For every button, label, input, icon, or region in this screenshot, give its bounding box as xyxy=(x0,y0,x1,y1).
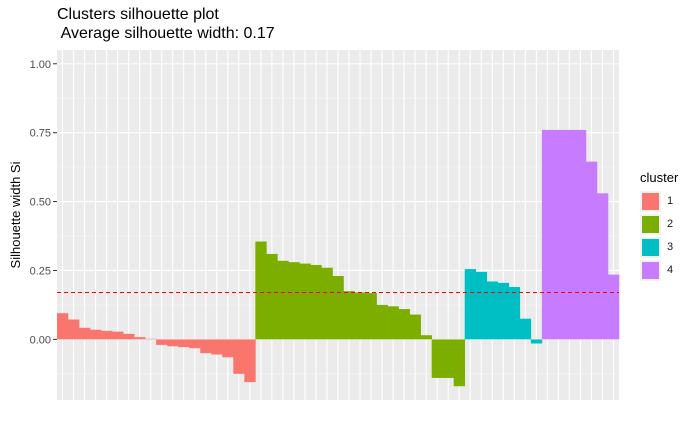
bar-cluster-4 xyxy=(541,129,554,340)
y-tick-label: 0.25 xyxy=(30,265,51,277)
bar-cluster-3 xyxy=(508,287,521,340)
y-tick-label: 0.00 xyxy=(30,334,51,346)
bar-cluster-4 xyxy=(574,129,587,340)
legend-label-4: 4 xyxy=(667,264,674,276)
legend-label-2: 2 xyxy=(667,218,674,230)
bar-cluster-2 xyxy=(398,309,410,340)
bar-cluster-3 xyxy=(486,281,499,340)
bar-cluster-1 xyxy=(211,339,223,355)
bar-cluster-2 xyxy=(321,267,333,340)
bar-cluster-1 xyxy=(112,331,124,340)
y-tick-label: 1.00 xyxy=(30,59,51,71)
y-tick-label: 0.50 xyxy=(30,197,51,209)
bar-cluster-1 xyxy=(68,319,80,340)
bar-cluster-3 xyxy=(475,271,488,340)
bar-cluster-1 xyxy=(167,339,179,347)
bar-cluster-2 xyxy=(387,306,399,340)
bar-cluster-1 xyxy=(189,339,201,349)
bar-cluster-2 xyxy=(453,339,466,387)
bar-cluster-1 xyxy=(233,339,245,374)
bar-cluster-1 xyxy=(200,339,212,354)
legend-key-4 xyxy=(640,260,661,281)
y-tick-label: 0.75 xyxy=(30,128,51,140)
bar-cluster-4 xyxy=(552,129,565,340)
bar-cluster-4 xyxy=(596,193,609,340)
bar-cluster-2 xyxy=(266,253,278,340)
bar-cluster-1 xyxy=(90,329,102,340)
bar-cluster-3 xyxy=(519,318,532,340)
legend-label-3: 3 xyxy=(667,241,674,253)
bar-cluster-2 xyxy=(343,291,355,340)
bar-cluster-4 xyxy=(607,274,620,340)
legend-swatch-1 xyxy=(642,193,659,210)
chart-subtitle: Average silhouette width: 0.17 xyxy=(57,25,275,42)
bar-cluster-2 xyxy=(376,304,388,340)
bar-cluster-2 xyxy=(288,262,300,340)
bar-cluster-3 xyxy=(464,269,477,340)
legend-swatch-3 xyxy=(642,239,659,256)
bar-cluster-1 xyxy=(123,333,135,340)
bar-cluster-2 xyxy=(409,314,421,340)
bar-cluster-2 xyxy=(332,275,344,340)
bar-cluster-2 xyxy=(431,339,443,378)
bar-cluster-1 xyxy=(101,330,113,340)
bar-cluster-2 xyxy=(365,293,377,340)
legend-swatch-4 xyxy=(642,262,659,279)
legend-key-2 xyxy=(640,214,661,235)
bar-cluster-1 xyxy=(145,338,157,340)
bar-cluster-2 xyxy=(299,263,311,340)
bar-cluster-1 xyxy=(134,337,146,340)
y-axis-label: Silhouette width Si xyxy=(8,161,23,268)
legend-swatch-2 xyxy=(642,216,659,233)
bar-cluster-3 xyxy=(530,339,543,344)
bar-cluster-2 xyxy=(442,339,455,378)
bar-cluster-1 xyxy=(178,339,190,348)
bar-cluster-4 xyxy=(563,129,576,340)
legend-title: cluster xyxy=(640,170,679,185)
bar-cluster-2 xyxy=(420,335,432,340)
bar-cluster-1 xyxy=(244,339,256,383)
bar-cluster-2 xyxy=(277,260,289,340)
bar-cluster-1 xyxy=(156,339,168,345)
legend-label-1: 1 xyxy=(667,195,674,207)
legend-key-1 xyxy=(640,191,661,212)
bar-cluster-2 xyxy=(354,292,366,340)
legend-key-3 xyxy=(640,237,661,258)
bar-cluster-1 xyxy=(57,313,69,340)
bar-cluster-1 xyxy=(79,327,91,340)
bar-cluster-1 xyxy=(222,339,234,358)
bar-cluster-2 xyxy=(255,241,267,340)
chart-title: Clusters silhouette plot xyxy=(57,6,219,23)
bar-cluster-4 xyxy=(585,161,598,340)
bar-cluster-2 xyxy=(310,264,322,340)
bar-cluster-3 xyxy=(497,282,510,340)
